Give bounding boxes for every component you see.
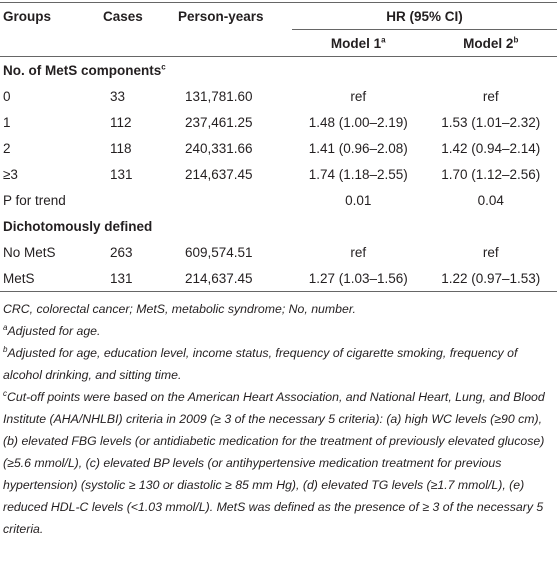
section-row: No. of MetS componentsc — [0, 57, 557, 84]
cell: 131,781.60 — [175, 83, 292, 109]
cell: P for trend — [0, 187, 100, 213]
section-cell: Dichotomously defined — [0, 213, 557, 239]
cell: 1.42 (0.94–2.14) — [425, 135, 557, 161]
cell: 0.04 — [425, 187, 557, 213]
header-cell: Model 2b — [425, 30, 557, 57]
cell: 131 — [100, 265, 175, 292]
cell: 1.53 (1.01–2.32) — [425, 109, 557, 135]
cell: ref — [425, 239, 557, 265]
footnote-mark: b — [513, 35, 518, 44]
cell: 214,637.45 — [175, 161, 292, 187]
header-text: Model 1 — [331, 36, 381, 51]
cell — [175, 187, 292, 213]
cell: 1.41 (0.96–2.08) — [292, 135, 425, 161]
header-cell: Cases — [100, 3, 175, 30]
cell: 1.74 (1.18–2.55) — [292, 161, 425, 187]
section-title: Dichotomously defined — [3, 219, 152, 234]
cell: 609,574.51 — [175, 239, 292, 265]
cell: 0 — [0, 83, 100, 109]
results-table: Groups Cases Person-years HR (95% CI) Mo… — [0, 2, 557, 292]
cell — [100, 187, 175, 213]
footnote: cCut-off points were based on the Americ… — [3, 386, 554, 540]
cell: 263 — [100, 239, 175, 265]
header-cell: HR (95% CI) — [292, 3, 557, 30]
header-cell: Groups — [0, 3, 100, 30]
footnote-text: CRC, colorectal cancer; MetS, metabolic … — [3, 302, 356, 316]
footnote-text: Adjusted for age, education level, incom… — [3, 346, 517, 382]
cell: 131 — [100, 161, 175, 187]
cell: 118 — [100, 135, 175, 161]
footnote: CRC, colorectal cancer; MetS, metabolic … — [3, 298, 554, 320]
header-text: Model 2 — [463, 36, 513, 51]
footnote: aAdjusted for age. — [3, 320, 554, 342]
cell: 1 — [0, 109, 100, 135]
cell: 237,461.25 — [175, 109, 292, 135]
header-cell: Person-years — [175, 3, 292, 30]
section-cell: No. of MetS componentsc — [0, 57, 557, 84]
cell: 2 — [0, 135, 100, 161]
cell: ≥3 — [0, 161, 100, 187]
section-row: Dichotomously defined — [0, 213, 557, 239]
footnotes: CRC, colorectal cancer; MetS, metabolic … — [0, 292, 557, 540]
footnote-mark: c — [161, 62, 165, 71]
cell: 0.01 — [292, 187, 425, 213]
footnote-text: Cut-off points were based on the America… — [3, 390, 545, 536]
cell: MetS — [0, 265, 100, 292]
footnote: bAdjusted for age, education level, inco… — [3, 342, 554, 386]
footnote-mark: a — [381, 35, 385, 44]
cell: 1.27 (1.03–1.56) — [292, 265, 425, 292]
footnote-text: Adjusted for age. — [7, 324, 100, 338]
cell: ref — [292, 83, 425, 109]
cell: ref — [292, 239, 425, 265]
header-cell: Model 1a — [292, 30, 425, 57]
cell: No MetS — [0, 239, 100, 265]
cell: 214,637.45 — [175, 265, 292, 292]
cell: ref — [425, 83, 557, 109]
cell: 33 — [100, 83, 175, 109]
cell: 240,331.66 — [175, 135, 292, 161]
cell: 1.70 (1.12–2.56) — [425, 161, 557, 187]
cell: 1.22 (0.97–1.53) — [425, 265, 557, 292]
cell: 112 — [100, 109, 175, 135]
section-title: No. of MetS components — [3, 63, 161, 78]
cell: 1.48 (1.00–2.19) — [292, 109, 425, 135]
